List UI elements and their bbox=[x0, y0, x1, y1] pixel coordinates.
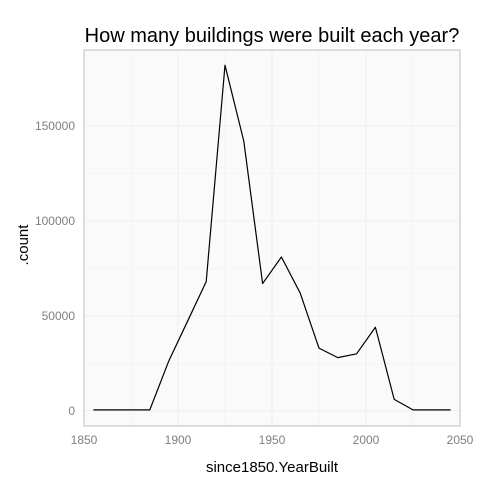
x-tick-label: 1850 bbox=[71, 433, 98, 447]
y-axis-ticks: 0 50000 100000 150000 bbox=[35, 119, 75, 418]
x-tick-label: 2000 bbox=[353, 433, 380, 447]
y-tick-label: 0 bbox=[68, 404, 75, 418]
chart-title: How many buildings were built each year? bbox=[85, 25, 460, 47]
x-axis-title: since1850.YearBuilt bbox=[206, 459, 339, 476]
y-tick-label: 150000 bbox=[35, 119, 75, 133]
x-axis-ticks: 1850 1900 1950 2000 2050 bbox=[71, 433, 474, 447]
x-tick-label: 2050 bbox=[447, 433, 474, 447]
x-tick-label: 1900 bbox=[165, 433, 192, 447]
y-tick-label: 100000 bbox=[35, 214, 75, 228]
y-axis-title: .count bbox=[15, 224, 32, 266]
y-tick-label: 50000 bbox=[42, 309, 76, 323]
x-tick-label: 1950 bbox=[259, 433, 286, 447]
